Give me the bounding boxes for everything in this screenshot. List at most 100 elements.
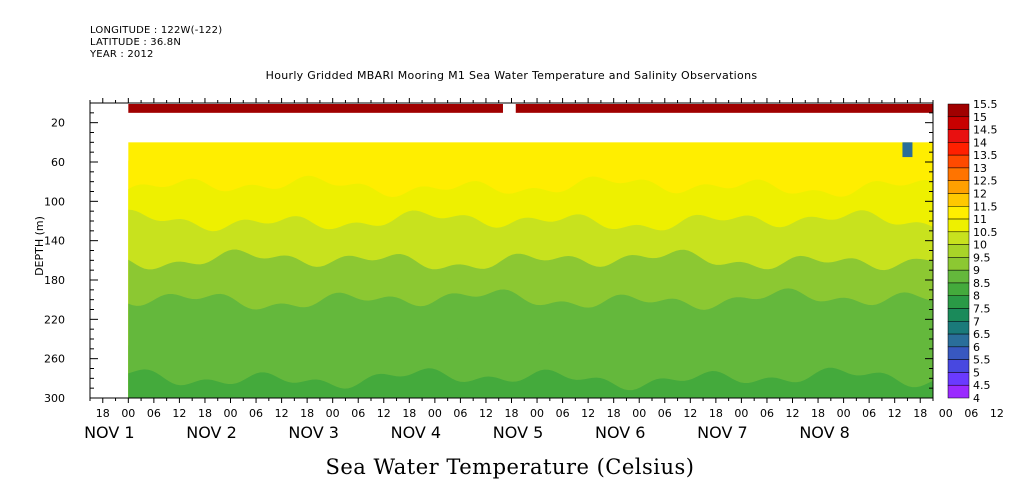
colorbar-label: 15 xyxy=(973,111,987,124)
colorbar-swatch xyxy=(947,129,970,143)
y-tick-label: 220 xyxy=(44,313,65,326)
x-tick-label: 12 xyxy=(990,407,1004,420)
colorbar-swatch xyxy=(947,167,970,181)
colorbar-swatch xyxy=(947,116,970,130)
colorbar-label: 8.5 xyxy=(973,277,991,290)
x-day-label: NOV 3 xyxy=(288,423,339,442)
x-tick-label: 06 xyxy=(760,407,774,420)
x-tick-label: 06 xyxy=(658,407,672,420)
colorbar-swatch xyxy=(947,269,970,284)
x-tick-label: 12 xyxy=(479,407,493,420)
x-tick-label: 00 xyxy=(632,407,646,420)
x-tick-label: 00 xyxy=(837,407,851,420)
colorbar-label: 10 xyxy=(973,239,987,252)
colorbar-swatch xyxy=(947,244,970,258)
x-tick-label: 18 xyxy=(505,407,519,420)
colorbar-swatch xyxy=(947,308,970,322)
colorbar-label: 7 xyxy=(973,315,980,328)
colorbar-swatch xyxy=(947,321,970,335)
x-tick-label: 18 xyxy=(300,407,314,420)
colorbar-label: 9.5 xyxy=(973,251,991,264)
colorbar-swatch xyxy=(947,295,970,309)
x-tick-label: 00 xyxy=(530,407,544,420)
colorbar-label: 10.5 xyxy=(973,226,998,239)
colorbar-label: 5.5 xyxy=(973,354,991,367)
colorbar-swatch xyxy=(947,180,970,194)
colorbar-swatch xyxy=(947,282,970,296)
colorbar-swatch xyxy=(947,206,970,220)
x-tick-label: 12 xyxy=(275,407,289,420)
colorbar-swatch xyxy=(947,372,970,386)
x-tick-label: 12 xyxy=(377,407,391,420)
x-day-label: NOV 4 xyxy=(391,423,442,442)
colorbar-label: 11 xyxy=(973,213,987,226)
x-tick-label: 06 xyxy=(147,407,161,420)
x-day-label: NOV 8 xyxy=(799,423,850,442)
x-day-label: NOV 5 xyxy=(493,423,544,442)
y-tick-label: 260 xyxy=(44,353,65,366)
colorbar-label: 12 xyxy=(973,187,987,200)
plot-area xyxy=(128,103,933,398)
year-label: YEAR : 2012 xyxy=(90,49,154,60)
colorbar-label: 5 xyxy=(973,366,980,379)
colorbar-label: 13.5 xyxy=(973,149,998,162)
chart-title: Hourly Gridded MBARI Mooring M1 Sea Wate… xyxy=(265,69,758,82)
x-tick-label: 06 xyxy=(249,407,263,420)
x-tick-label: 18 xyxy=(913,407,927,420)
colorbar: 15.51514.51413.51312.51211.51110.5109.59… xyxy=(947,98,998,405)
x-tick-label: 18 xyxy=(96,407,110,420)
x-tick-label: 06 xyxy=(351,407,365,420)
y-tick-label: 300 xyxy=(44,392,65,405)
x-tick-label: 12 xyxy=(888,407,902,420)
y-tick-label: 140 xyxy=(44,235,65,248)
colorbar-label: 14 xyxy=(973,136,987,149)
colorbar-label: 11.5 xyxy=(973,200,998,213)
x-tick-label: 18 xyxy=(198,407,212,420)
x-tick-label: 00 xyxy=(734,407,748,420)
colorbar-swatch xyxy=(947,142,970,156)
colorbar-label: 8 xyxy=(973,290,980,303)
colorbar-label: 13 xyxy=(973,162,987,175)
surface-temperature-band xyxy=(515,103,933,113)
axes: 20 60 100 140 180 220 260 300 18 00 06 12 18 00 06 12 18… xyxy=(44,98,1004,442)
temperature-contour-band xyxy=(128,367,933,398)
x-tick-label: 00 xyxy=(326,407,340,420)
colorbar-label: 15.5 xyxy=(973,98,998,111)
x-day-label: NOV 7 xyxy=(697,423,748,442)
colorbar-label: 6.5 xyxy=(973,328,991,341)
x-tick-label: 18 xyxy=(811,407,825,420)
x-tick-label: 12 xyxy=(172,407,186,420)
colorbar-swatch xyxy=(947,359,970,373)
colorbar-swatch xyxy=(947,346,970,360)
x-tick-label: 00 xyxy=(224,407,238,420)
x-tick-label: 06 xyxy=(964,407,978,420)
colorbar-label: 9 xyxy=(973,264,980,277)
x-tick-label: 00 xyxy=(428,407,442,420)
x-day-label: NOV 6 xyxy=(595,423,646,442)
x-tick-label: 12 xyxy=(786,407,800,420)
x-tick-label: 18 xyxy=(402,407,416,420)
temperature-anomaly xyxy=(902,142,913,158)
colorbar-swatch xyxy=(947,103,970,118)
colorbar-swatch xyxy=(947,218,970,233)
x-tick-label: 06 xyxy=(556,407,570,420)
surface-temperature-band xyxy=(128,103,503,113)
colorbar-label: 14.5 xyxy=(973,124,998,137)
y-tick-label: 100 xyxy=(44,195,65,208)
colorbar-swatch xyxy=(947,333,970,348)
colorbar-swatch xyxy=(947,231,970,245)
x-day-label: NOV 2 xyxy=(186,423,237,442)
x-tick-label: 00 xyxy=(939,407,953,420)
y-tick-label: 20 xyxy=(51,117,65,130)
x-tick-label: 06 xyxy=(862,407,876,420)
x-tick-label: 06 xyxy=(453,407,467,420)
x-tick-label: 18 xyxy=(709,407,723,420)
colorbar-swatch xyxy=(947,257,970,271)
longitude-label: LONGITUDE : 122W(-122) xyxy=(90,25,223,36)
colorbar-swatch xyxy=(947,193,970,207)
colorbar-swatch xyxy=(947,384,970,399)
x-tick-label: 12 xyxy=(581,407,595,420)
colorbar-label: 4 xyxy=(973,392,980,405)
y-tick-label: 180 xyxy=(44,274,65,287)
